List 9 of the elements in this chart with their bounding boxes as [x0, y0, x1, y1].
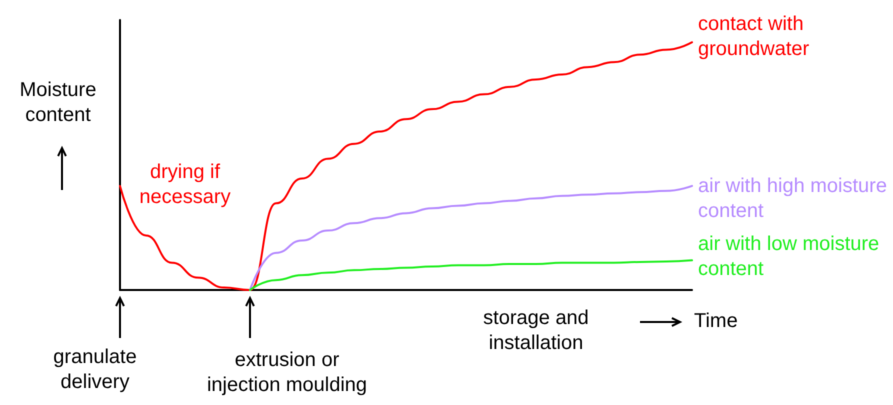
series-label: contact with groundwater	[698, 12, 810, 62]
text: extrusion or injection moulding	[206, 348, 368, 398]
series-label: air with high moisture content	[698, 174, 888, 224]
x-axis-title: Time	[694, 309, 738, 334]
annotation: drying if necessary	[138, 160, 232, 210]
text: storage and installation	[482, 306, 590, 356]
text: granulate delivery	[52, 345, 138, 395]
y-axis-title: Moisture content	[18, 78, 98, 128]
series-label: air with low moisture content	[698, 232, 880, 282]
